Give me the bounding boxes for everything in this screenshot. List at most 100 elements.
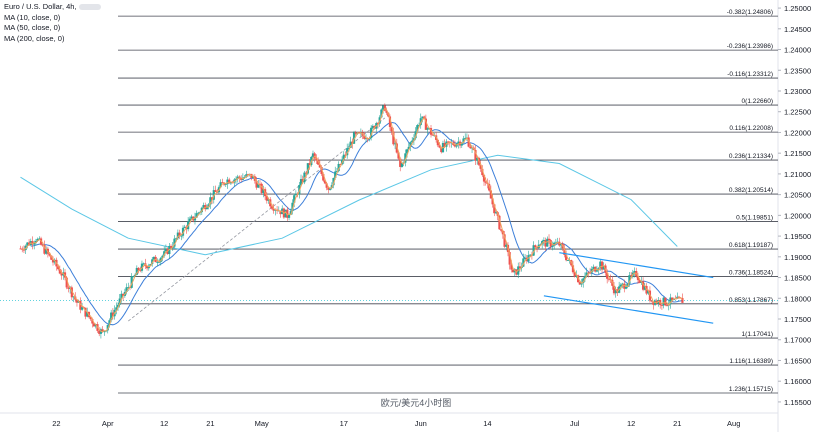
- candle-body: [33, 242, 36, 245]
- candle-body: [344, 154, 347, 156]
- candle-body: [152, 256, 156, 260]
- candle-body: [258, 183, 262, 185]
- candle-body: [612, 285, 616, 294]
- y-tick-label: 1.17500: [784, 315, 811, 324]
- candle-body: [270, 206, 274, 209]
- candle-body: [245, 174, 248, 178]
- candle-body: [197, 212, 200, 214]
- candle-body: [38, 238, 41, 240]
- candle-body: [578, 282, 581, 285]
- candle-body: [294, 193, 297, 196]
- candle-body: [306, 163, 309, 174]
- fib-level-label: 0.618(1.19187): [729, 242, 773, 249]
- candle-body: [647, 290, 650, 294]
- candle-body: [464, 137, 467, 139]
- candle-body: [431, 134, 434, 136]
- chart-legend: Euro / U.S. Dollar, 4h, MA (10, close, 0…: [4, 2, 101, 44]
- candle-body: [438, 145, 441, 148]
- candle-body: [287, 214, 291, 218]
- candle-body: [323, 180, 327, 184]
- candle-body: [43, 245, 46, 254]
- candle-body: [125, 287, 128, 292]
- candle-body: [484, 181, 487, 183]
- legend-ma200[interactable]: MA (200, close, 0): [4, 33, 65, 43]
- candle-body: [494, 212, 498, 214]
- candle-body: [583, 276, 587, 279]
- legend-symbol: Euro / U.S. Dollar, 4h,: [4, 2, 77, 11]
- candle-body: [334, 171, 337, 178]
- candle-body: [315, 158, 318, 161]
- candle-body: [332, 177, 335, 186]
- candle-body: [518, 266, 522, 269]
- candle-body: [474, 149, 477, 161]
- candle-body: [665, 305, 669, 306]
- candle-body: [224, 184, 227, 185]
- candle-body: [542, 240, 545, 242]
- candle-body: [498, 215, 501, 230]
- candle-body: [404, 153, 407, 163]
- candle-body: [493, 204, 496, 214]
- candle-body: [399, 158, 402, 167]
- candle-body: [103, 331, 106, 333]
- candle-body: [50, 255, 53, 260]
- candle-body: [45, 248, 48, 254]
- candle-body: [260, 183, 263, 193]
- candle-body: [623, 283, 626, 289]
- candle-body: [161, 255, 164, 259]
- chart-caption: 欧元/美元4小时图: [380, 398, 452, 408]
- candle-body: [19, 248, 22, 250]
- candle-body: [503, 234, 506, 247]
- candle-body: [660, 305, 664, 306]
- legend-ma50[interactable]: MA (50, close, 0): [4, 23, 61, 32]
- candle-body: [228, 179, 231, 184]
- fib-level-label: 0.236(1.21334): [729, 153, 773, 160]
- candle-body: [546, 238, 549, 247]
- candle-body: [226, 179, 229, 185]
- candle-body: [91, 319, 94, 324]
- candle-body: [426, 128, 429, 130]
- candle-body: [549, 240, 552, 247]
- candle-body: [120, 293, 123, 299]
- candle-body: [221, 182, 224, 184]
- candle-body: [101, 329, 104, 332]
- channel-lower-line: [543, 295, 714, 324]
- fib-level-label: 0.736(1.18524): [729, 270, 773, 277]
- candle-body: [417, 125, 421, 126]
- candle-body: [671, 297, 674, 300]
- candle-body: [210, 197, 214, 200]
- candle-body: [489, 190, 492, 199]
- candle-body: [149, 264, 152, 266]
- candle-body: [529, 254, 532, 256]
- candle-body: [393, 143, 397, 145]
- candle-body: [479, 164, 482, 169]
- candle-body: [460, 142, 463, 146]
- candle-body: [582, 278, 585, 284]
- candle-body: [175, 238, 178, 240]
- candle-body: [453, 144, 457, 147]
- candle-body: [48, 253, 51, 256]
- candle-body: [22, 249, 26, 251]
- candle-body: [397, 152, 400, 159]
- candle-body: [305, 172, 308, 174]
- candle-body: [553, 242, 556, 246]
- y-tick-label: 1.15500: [784, 398, 811, 407]
- candle-body: [411, 140, 414, 143]
- trend-line-dashed: [128, 117, 386, 322]
- candle-body: [65, 277, 68, 288]
- candle-body: [376, 123, 380, 124]
- candle-body: [164, 248, 168, 252]
- candle-body: [352, 132, 356, 144]
- candle-body: [512, 269, 515, 273]
- candle-body: [75, 299, 79, 303]
- fib-level-label: 0.382(1.20514): [729, 187, 773, 194]
- candle-body: [267, 199, 270, 201]
- x-tick-label: 14: [483, 419, 491, 428]
- candle-body: [195, 213, 198, 218]
- legend-ma10[interactable]: MA (10, close, 0): [4, 12, 61, 22]
- candle-body: [409, 142, 412, 147]
- candle-body: [587, 272, 590, 274]
- candle-body: [607, 278, 610, 280]
- y-tick-label: 1.19000: [784, 253, 811, 262]
- candle-body: [272, 208, 275, 211]
